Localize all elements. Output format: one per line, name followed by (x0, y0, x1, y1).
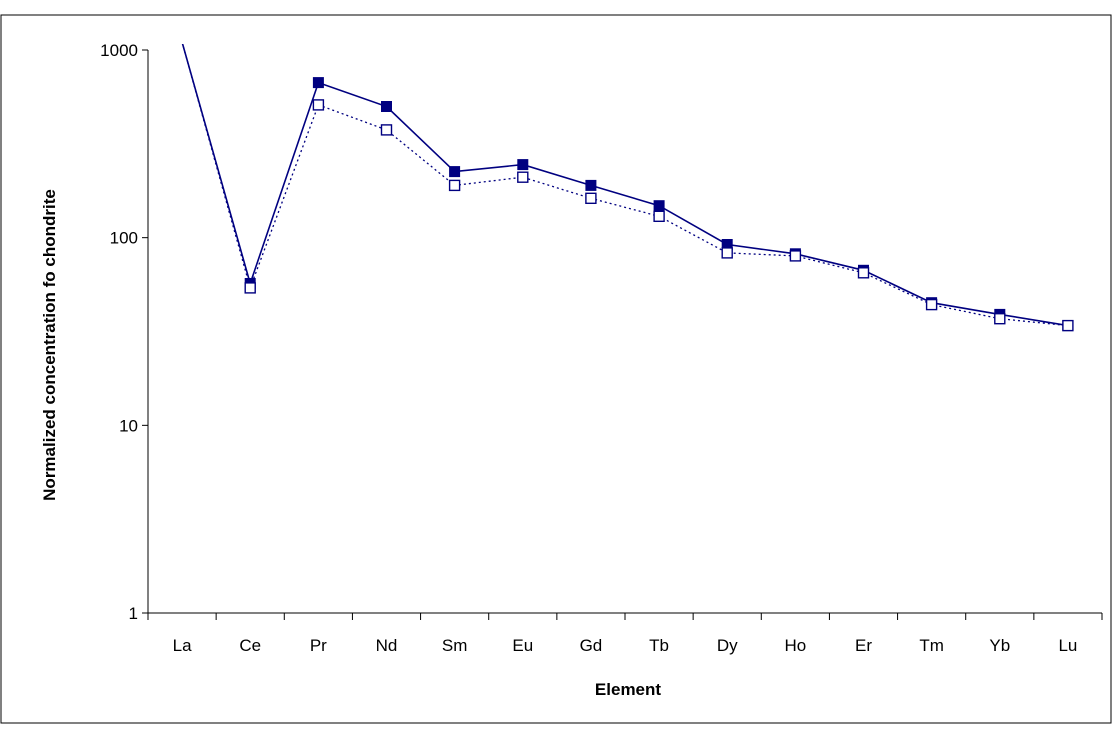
x-tick-label: Eu (512, 636, 533, 655)
x-tick-label: Ho (784, 636, 806, 655)
x-tick-label: Yb (989, 636, 1010, 655)
plot-area: 1 10 100 1000 La Ce Pr Nd Sm Eu Gd Tb Dy Ho Er Tm Yb Lu (100, 41, 1103, 655)
y-tick-label: 1000 (100, 41, 138, 60)
x-tick-label: Sm (442, 636, 468, 655)
series-2-point (380, 124, 393, 136)
y-tick-label: 10 (119, 416, 138, 435)
y-tick-label: 100 (110, 229, 138, 248)
x-tick-label: La (173, 636, 192, 655)
x-tick-label: Tm (919, 636, 944, 655)
x-tick-label: Gd (580, 636, 603, 655)
series-2-point (244, 282, 256, 294)
x-tick-label: Nd (376, 636, 398, 655)
series-1-point (312, 77, 324, 89)
x-axis-title: Element (595, 680, 661, 699)
series-1-point (653, 200, 665, 212)
series-2-point (925, 298, 938, 311)
series-2-point (1062, 319, 1074, 332)
series-1-point (585, 179, 597, 191)
series-1-point (449, 166, 461, 178)
series-1-point (517, 159, 529, 171)
x-tick-label: Er (855, 636, 872, 655)
y-axis-title: Normalized concentration fo chondrite (40, 189, 59, 501)
series-2-point (312, 99, 325, 111)
series-2-point (517, 171, 529, 183)
series-2-point (448, 179, 461, 192)
series-2-point (653, 210, 665, 223)
chart-frame (0, 14, 1112, 724)
x-tick-label: Ce (239, 636, 261, 655)
series-2-point (857, 267, 870, 279)
series-2 (181, 44, 1074, 332)
series-2-point (721, 247, 733, 259)
series-2-point (585, 192, 597, 205)
series-1-line (181, 44, 1069, 327)
series-2-line (181, 44, 1068, 327)
series-2-point (994, 313, 1006, 325)
series-1-point (381, 101, 392, 112)
series-2-point (789, 250, 802, 262)
x-tick-label: Lu (1058, 636, 1077, 655)
y-tick-label: 1 (129, 604, 138, 623)
x-tick-label: Tb (649, 636, 669, 655)
x-tick-label: Dy (717, 636, 738, 655)
x-tick-label: Pr (310, 636, 327, 655)
